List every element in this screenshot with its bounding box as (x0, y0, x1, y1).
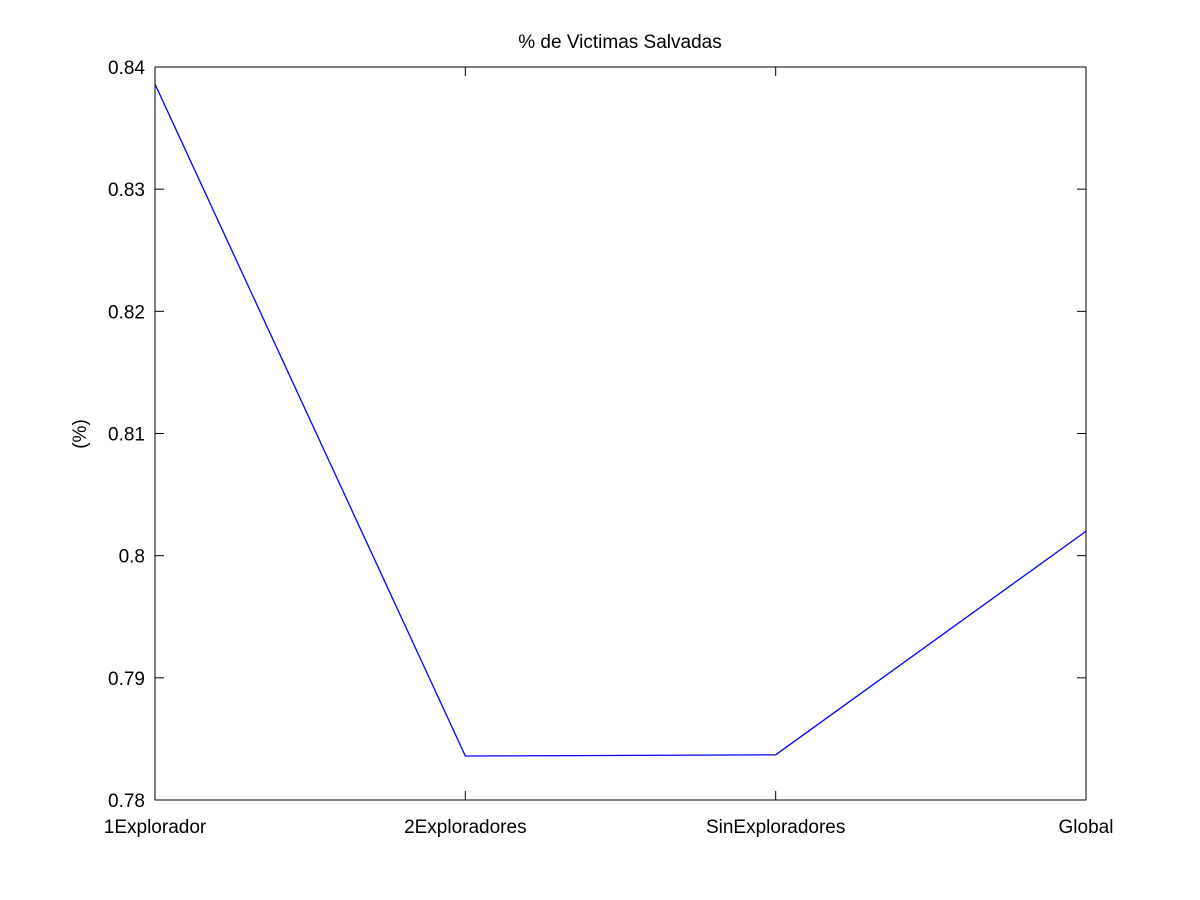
x-tick-label: Global (1059, 817, 1114, 838)
x-tick-label: 2Exploradores (404, 817, 527, 838)
y-tick-label: 0.82 (108, 302, 145, 323)
chart-title: % de Victimas Salvadas (518, 32, 721, 53)
x-tick-label: SinExploradores (706, 817, 845, 838)
plot-background (155, 67, 1086, 800)
y-tick-label: 0.8 (119, 547, 145, 568)
y-tick-label: 0.84 (108, 58, 145, 79)
series-line (154, 83, 1087, 757)
y-tick-label: 0.78 (108, 791, 145, 812)
series-lines (154, 83, 1087, 757)
y-tick-label: 0.81 (108, 425, 145, 446)
x-tick-label: 1Explorador (104, 817, 207, 838)
y-tick-label: 0.83 (108, 180, 145, 201)
plot-frame (154, 66, 1087, 801)
x-axis-ticks: 1Explorador 2Exploradores SinExploradores G… (104, 67, 1114, 838)
y-axis-label: (%) (70, 419, 91, 449)
y-tick-label: 0.79 (108, 669, 145, 690)
